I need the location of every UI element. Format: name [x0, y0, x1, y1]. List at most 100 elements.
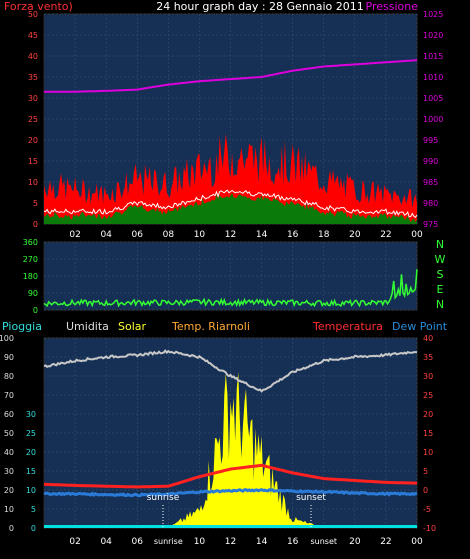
humidity-tick-label: 90 — [4, 353, 14, 362]
time-tick-label: 04 — [100, 537, 112, 547]
solar-series — [44, 371, 417, 528]
pressure-tick-label: 985 — [423, 178, 438, 187]
time-tick-label: 14 — [256, 230, 268, 240]
time-tick-label: 16 — [287, 537, 299, 547]
chart-title: 24 hour graph day : 28 Gennaio 2011 — [156, 0, 364, 13]
wind-tick-label: 30 — [28, 94, 38, 103]
humidity-tick-label: 100 — [0, 334, 14, 343]
time-tick-label: 02 — [69, 230, 80, 240]
compass-label: N — [436, 298, 444, 311]
sunrise-marker-label: sunrise — [147, 493, 180, 503]
wind-speed-series — [44, 133, 417, 224]
temperature-tick-label: 30 — [423, 372, 433, 381]
pressure-tick-label: 975 — [423, 220, 438, 229]
wind-tick-label: 50 — [28, 10, 38, 19]
wind-tick-label: 25 — [28, 115, 38, 124]
pressure-tick-label: 1015 — [423, 52, 443, 61]
legend-rain: Pioggia — [2, 320, 42, 333]
humidity-tick-label: 30 — [4, 467, 14, 476]
bottom-time-axis: 02 04 06 sunrise 10 12 14 16 sunset 20 22 00 — [69, 537, 423, 547]
time-tick-label: 20 — [349, 537, 361, 547]
rain-axis: 0 5 10 15 20 25 30 — [26, 410, 36, 533]
time-tick-label: 00 — [411, 230, 423, 240]
temperature-series — [43, 463, 418, 489]
wind-tick-label: 10 — [28, 178, 38, 187]
legend-dewpoint: Dew Point — [392, 320, 448, 333]
temperature-tick-label: 25 — [423, 391, 433, 400]
sunset-marker-label: sunset — [296, 493, 326, 503]
legend-humidity: Umidita — [66, 320, 109, 333]
compass-label: N — [436, 238, 444, 251]
wind-tick-label: 35 — [28, 73, 38, 82]
pressure-series — [44, 59, 418, 93]
wind-tick-label: 45 — [28, 31, 38, 40]
pressure-axis-title: Pressione — [366, 0, 419, 13]
humidity-tick-label: 80 — [4, 372, 14, 381]
rain-tick-label: 15 — [26, 467, 36, 476]
rain-series — [44, 525, 417, 528]
legend-solar: Solar — [118, 320, 147, 333]
temperature-tick-label: 0 — [423, 486, 428, 495]
dewpoint-series — [43, 488, 418, 498]
humidity-tick-label: 50 — [4, 429, 14, 438]
rain-tick-label: 0 — [31, 524, 36, 533]
pressure-tick-label: 980 — [423, 199, 438, 208]
temperature-tick-label: -5 — [423, 505, 431, 514]
time-tick-label: 10 — [194, 230, 206, 240]
time-tick-label: 04 — [100, 230, 112, 240]
time-tick-label: 18 — [318, 230, 330, 240]
direction-tick-label: 0 — [33, 306, 38, 315]
time-tick-label: 14 — [256, 537, 268, 547]
wind-axis: 0 5 10 15 20 25 30 35 40 45 50 — [28, 10, 38, 229]
direction-tick-label: 180 — [23, 272, 38, 281]
time-tick-label: 20 — [349, 230, 361, 240]
pressure-tick-label: 1005 — [423, 94, 443, 103]
pressure-tick-label: 990 — [423, 157, 438, 166]
time-tick-label: 22 — [380, 230, 391, 240]
temperature-tick-label: 35 — [423, 353, 433, 362]
compass-label: S — [437, 268, 444, 281]
time-tick-label: 12 — [225, 230, 236, 240]
direction-tick-label: 90 — [28, 289, 38, 298]
wind-tick-label: 40 — [28, 52, 38, 61]
humidity-tick-label: 10 — [4, 505, 14, 514]
temperature-tick-label: 10 — [423, 448, 433, 457]
humidity-tick-label: 60 — [4, 410, 14, 419]
wind-axis-title: Forza vento) — [4, 0, 73, 13]
temperature-tick-label: 40 — [423, 334, 433, 343]
temperature-tick-label: 20 — [423, 410, 433, 419]
pressure-tick-label: 995 — [423, 136, 438, 145]
wind-tick-label: 0 — [33, 220, 38, 229]
direction-tick-label: 360 — [23, 238, 38, 247]
direction-axis: 0 90 180 270 360 — [23, 238, 38, 315]
bottom-series — [43, 349, 418, 528]
compass-label: W — [435, 253, 446, 266]
rain-tick-label: 25 — [26, 429, 36, 438]
time-tick-label: 12 — [225, 537, 236, 547]
temperature-tick-label: -10 — [423, 524, 436, 533]
direction-tick-label: 270 — [23, 255, 38, 264]
time-tick-label: 06 — [132, 230, 144, 240]
wind-average-series — [44, 192, 417, 224]
pressure-tick-label: 1020 — [423, 31, 443, 40]
humidity-tick-label: 70 — [4, 391, 14, 400]
compass-label: E — [437, 283, 444, 296]
rain-tick-label: 10 — [26, 486, 36, 495]
humidity-tick-label: 0 — [9, 524, 14, 533]
time-tick-label: 10 — [194, 537, 206, 547]
wind-gust-series — [43, 189, 418, 219]
time-tick-label: sunrise — [154, 537, 183, 546]
humidity-tick-label: 20 — [4, 486, 14, 495]
wind-tick-label: 5 — [33, 199, 38, 208]
time-tick-label: 00 — [411, 537, 423, 547]
time-tick-label: 02 — [69, 537, 80, 547]
top-time-axis: 02 04 06 08 10 12 14 16 18 20 22 00 — [69, 230, 423, 240]
time-tick-label: 08 — [163, 230, 175, 240]
direction-series — [43, 269, 418, 308]
top-grid — [44, 13, 418, 225]
pressure-tick-label: 1010 — [423, 73, 443, 82]
time-tick-label: 16 — [287, 230, 299, 240]
humidity-series — [43, 349, 418, 393]
